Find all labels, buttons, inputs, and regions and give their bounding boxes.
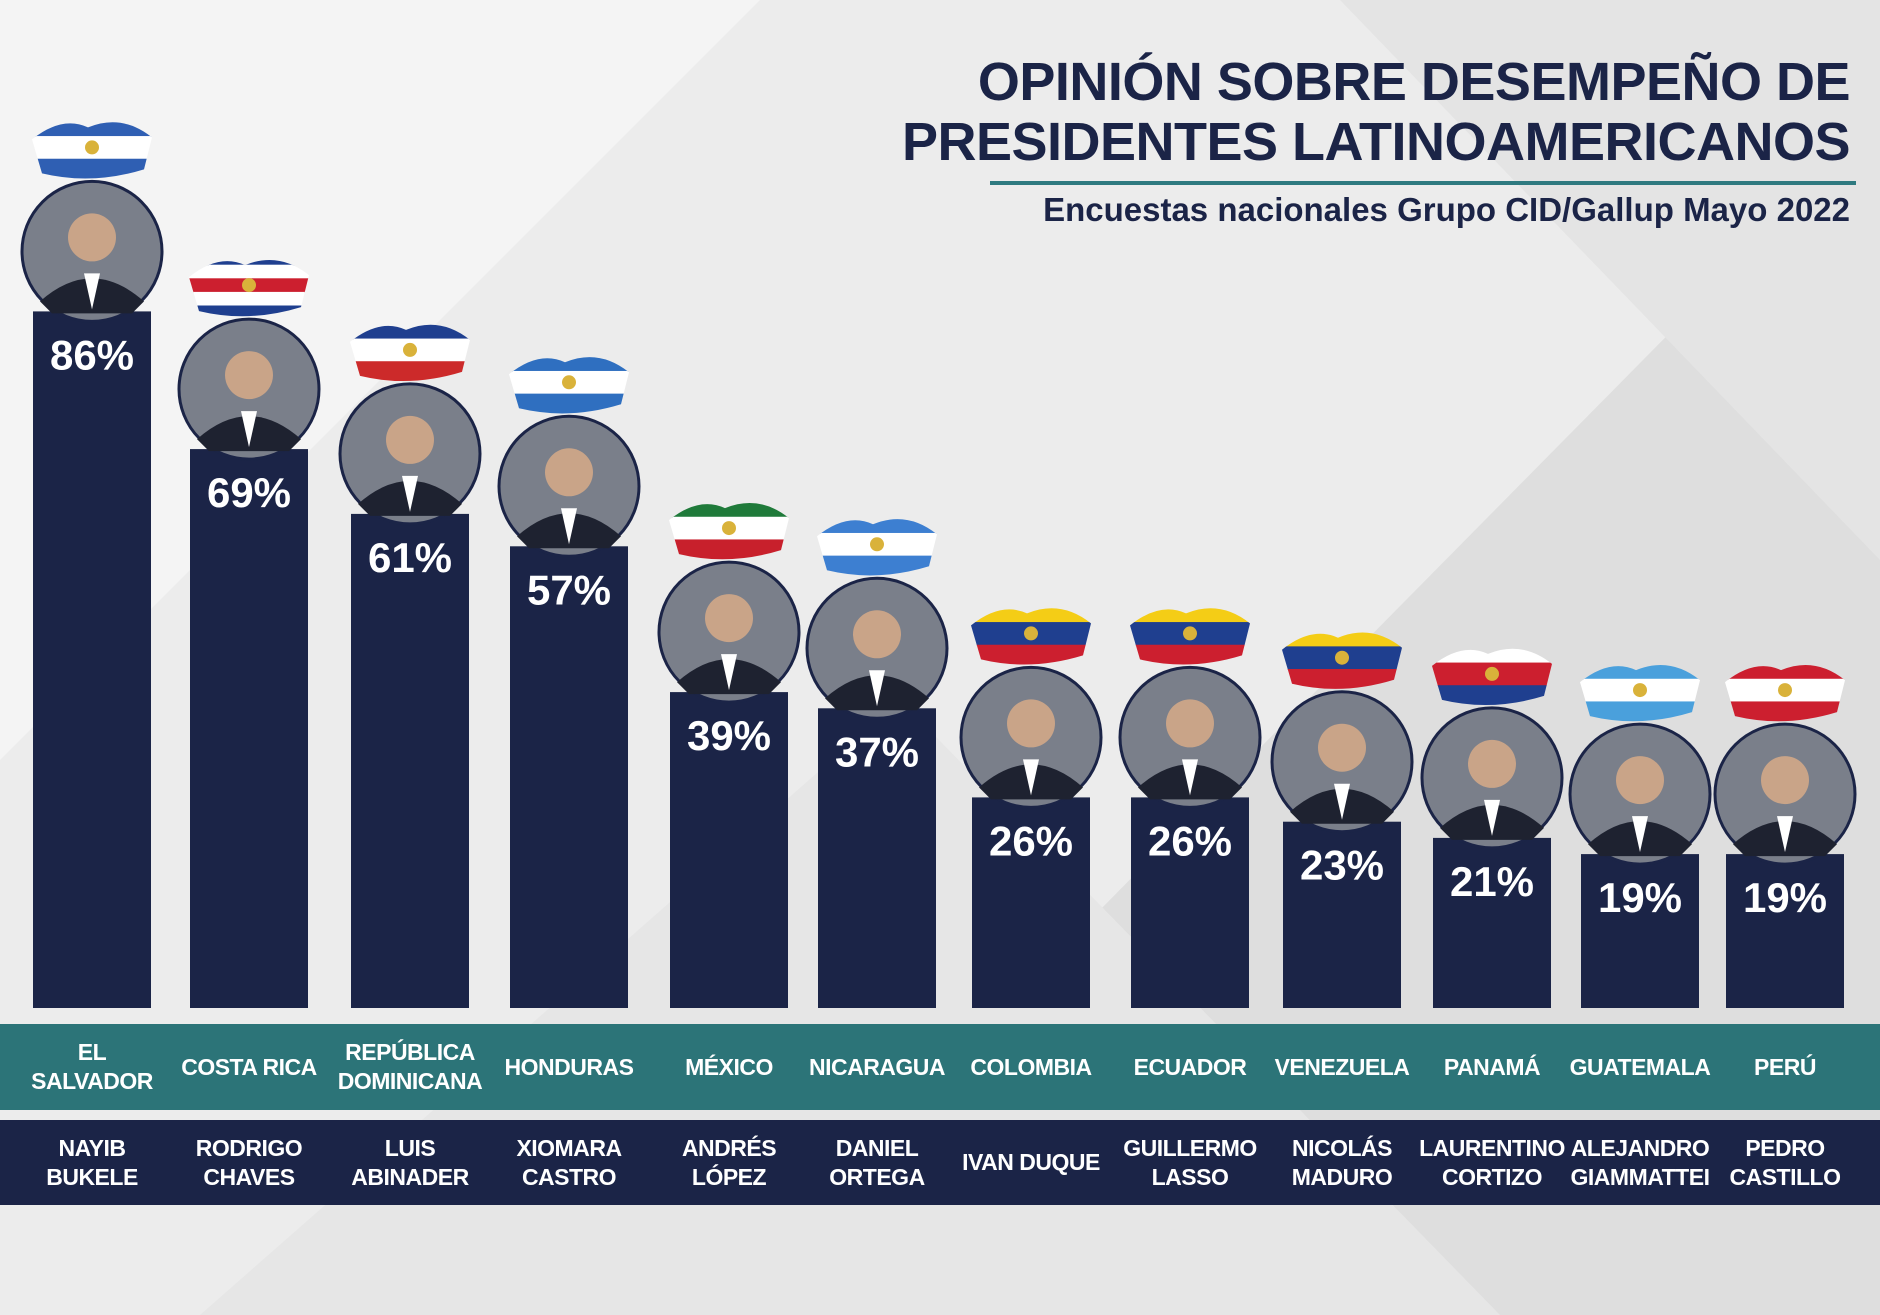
president-portrait [657, 560, 801, 704]
bar-group: 26% [959, 608, 1103, 1008]
country-label: ECUADOR [1133, 1053, 1247, 1080]
president-portrait [1118, 665, 1262, 809]
president-portrait [1270, 690, 1414, 834]
guatemala-flag-map-icon [1580, 664, 1700, 722]
bar [510, 546, 628, 1008]
bar [670, 692, 788, 1008]
president-portrait [177, 317, 321, 461]
venezuela-flag-map-icon [1282, 632, 1402, 689]
president-name-label: ALEJANDRO GIAMMATTEI [1570, 1134, 1710, 1190]
bar-value-label: 61% [368, 534, 452, 581]
bar-value-label: 23% [1300, 842, 1384, 889]
bar [351, 513, 469, 1008]
country-label: COLOMBIA [970, 1053, 1092, 1080]
bar [1433, 837, 1551, 1008]
bar [1283, 821, 1401, 1008]
bar-value-label: 21% [1450, 858, 1534, 905]
bar-value-label: 19% [1598, 874, 1682, 921]
country-label: EL SALVADOR [31, 1039, 153, 1094]
president-portrait [805, 576, 949, 720]
president-name-label: IVAN DUQUE [962, 1149, 1100, 1175]
peru-flag-map-icon [1725, 664, 1845, 722]
president-name-label: RODRIGO CHAVES [195, 1134, 303, 1190]
bar-value-label: 37% [835, 728, 919, 775]
bar-value-label: 57% [527, 566, 611, 613]
bar-group: 61% [338, 324, 482, 1008]
president-band [0, 1120, 1880, 1205]
bar-group: 19% [1568, 664, 1712, 1008]
bar [1581, 854, 1699, 1008]
ecuador-flag-map-icon [1130, 608, 1250, 665]
nicaragua-flag-map-icon [817, 519, 937, 576]
bar-group: 37% [805, 519, 949, 1008]
bar [190, 449, 308, 1009]
bar-group: 57% [497, 357, 641, 1008]
president-name-label: NAYIB BUKELE [46, 1134, 138, 1190]
president-name-label: NICOLÁS MADURO [1291, 1134, 1393, 1190]
bar-value-label: 86% [50, 331, 134, 378]
president-name-label: DANIEL ORTEGA [829, 1134, 925, 1190]
costa-rica-flag-map-icon [189, 259, 309, 317]
bar [1726, 854, 1844, 1008]
country-label: MÉXICO [685, 1053, 773, 1080]
bar [1131, 797, 1249, 1008]
bar-value-label: 26% [1148, 817, 1232, 864]
dominican-republic-flag-map-icon [350, 324, 470, 382]
president-name-label: ANDRÉS LÓPEZ [681, 1134, 777, 1190]
bar-group: 19% [1713, 664, 1857, 1008]
president-portrait [338, 382, 482, 526]
president-portrait [959, 665, 1103, 809]
president-name-label: LUIS ABINADER [351, 1134, 469, 1190]
bar-value-label: 39% [687, 712, 771, 759]
country-label: PERÚ [1754, 1053, 1816, 1080]
president-portrait [1713, 722, 1857, 866]
bar-group: 26% [1118, 608, 1262, 1008]
bar-group: 39% [657, 502, 801, 1008]
country-label: HONDURAS [504, 1053, 634, 1080]
mexico-flag-map-icon [669, 502, 789, 560]
country-label: GUATEMALA [1569, 1053, 1711, 1080]
bar-group: 23% [1270, 632, 1414, 1008]
bar-chart: 86% 69% 61% 57% 39% 37% 26% 26% 23% 21% 19% 19% [20, 122, 1857, 1009]
country-label: VENEZUELA [1274, 1053, 1410, 1080]
bar-value-label: 69% [207, 469, 291, 516]
country-label: COSTA RICA [181, 1053, 317, 1080]
panama-flag-map-icon [1432, 648, 1552, 706]
president-portrait [497, 414, 641, 558]
title-divider [990, 181, 1856, 185]
el-salvador-flag-map-icon [32, 122, 152, 179]
chart-subtitle: Encuestas nacionales Grupo CID/Gallup Ma… [1043, 191, 1850, 228]
president-portrait [20, 179, 164, 323]
president-name-label: GUILLERMO LASSO [1123, 1134, 1257, 1190]
bar-value-label: 26% [989, 817, 1073, 864]
honduras-flag-map-icon [509, 357, 629, 414]
country-label: NICARAGUA [808, 1053, 946, 1080]
bar [972, 797, 1090, 1008]
bar-group: 86% [20, 122, 164, 1008]
bar-group: 69% [177, 259, 321, 1009]
president-name-label: PEDRO CASTILLO [1729, 1134, 1842, 1190]
country-band [0, 1024, 1880, 1110]
president-name-label: LAURENTINO CORTIZO [1419, 1134, 1565, 1190]
president-portrait [1420, 706, 1564, 850]
chart-title: OPINIÓN SOBRE DESEMPEÑO DE PRESIDENTES L… [901, 52, 1851, 172]
bar [818, 708, 936, 1008]
president-portrait [1568, 722, 1712, 866]
bar-value-label: 19% [1743, 874, 1827, 921]
president-name-label: XIOMARA CASTRO [516, 1134, 622, 1190]
country-label: REPÚBLICA DOMINICANA [337, 1039, 483, 1094]
bar-group: 21% [1420, 648, 1564, 1008]
bar [33, 311, 151, 1008]
colombia-flag-map-icon [971, 608, 1091, 665]
country-label: PANAMÁ [1443, 1053, 1541, 1080]
